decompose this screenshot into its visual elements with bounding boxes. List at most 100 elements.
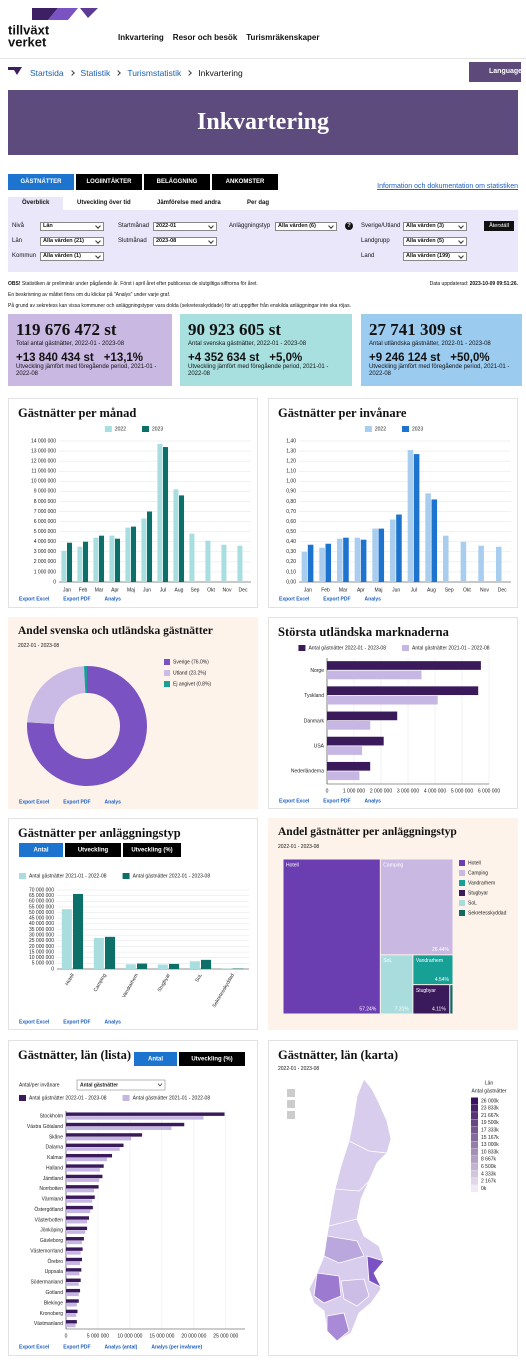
- logo-shape: [32, 8, 58, 20]
- nav-link[interactable]: Turismräkenskaper: [246, 33, 320, 42]
- crumb-link[interactable]: Statistik: [80, 68, 111, 78]
- y-tick-label: 12 000 000: [31, 458, 56, 464]
- export-link[interactable]: Analys: [365, 798, 382, 804]
- filter-select[interactable]: 2022-01: [153, 222, 217, 231]
- nav-link[interactable]: Inkvartering: [118, 33, 164, 42]
- x-tick-label: 0: [65, 1333, 68, 1339]
- pie-slice[interactable]: [83, 666, 87, 694]
- tab[interactable]: BELÄGGNING: [144, 174, 210, 190]
- pie-slice[interactable]: [26, 666, 148, 786]
- map-region[interactable]: [323, 1235, 365, 1264]
- subtab[interactable]: Utveckling över tid: [77, 200, 131, 206]
- export-link[interactable]: Export Excel: [19, 1019, 50, 1025]
- treemap-tile[interactable]: [413, 985, 450, 1014]
- map-region[interactable]: [340, 1278, 370, 1307]
- map-border: [348, 1140, 388, 1154]
- bar: [307, 544, 314, 582]
- tab[interactable]: [123, 843, 181, 857]
- export-link[interactable]: Export Excel: [19, 596, 50, 602]
- zoom-reset[interactable]: [287, 1111, 295, 1119]
- tab[interactable]: [19, 843, 63, 857]
- filter-select[interactable]: Län: [40, 222, 104, 231]
- x-tick-label: Apr: [111, 587, 119, 593]
- export-link[interactable]: Export Excel: [279, 798, 310, 804]
- help-icon[interactable]: ?: [345, 222, 353, 230]
- crumb-link[interactable]: Turismstatistik: [127, 68, 182, 78]
- export-link[interactable]: Analys: [105, 596, 122, 602]
- filter-select[interactable]: Alla värden (21): [40, 237, 104, 246]
- tab[interactable]: LOGIINTÄKTER: [76, 174, 142, 190]
- tab[interactable]: GÄSTNÄTTER: [8, 174, 74, 190]
- subtab-active[interactable]: Överblick: [8, 197, 64, 210]
- export-link[interactable]: Analys (per invånare): [151, 1343, 202, 1350]
- legend-swatch: [104, 426, 112, 432]
- language-button[interactable]: Language: [469, 62, 522, 82]
- filter-select[interactable]: 2023-08: [153, 237, 217, 246]
- bar: [325, 543, 332, 582]
- tab[interactable]: [65, 843, 121, 857]
- treemap-tile[interactable]: [450, 985, 453, 1014]
- reset-button[interactable]: Återställ: [484, 221, 514, 231]
- tab[interactable]: [134, 1052, 177, 1066]
- y-tick-label: 50 000 000: [29, 910, 54, 916]
- subtab[interactable]: Jämförelse med andra: [157, 200, 221, 206]
- export-link[interactable]: Analys: [105, 1019, 122, 1025]
- treemap-tile[interactable]: [413, 955, 453, 985]
- filter-label: Anläggningstyp: [229, 223, 271, 229]
- tile-value: 26.44%: [432, 947, 450, 953]
- home-icon[interactable]: [8, 67, 22, 75]
- control-select[interactable]: [76, 1079, 166, 1091]
- treemap-tile[interactable]: [380, 859, 453, 955]
- bar: [327, 761, 371, 771]
- tab[interactable]: [179, 1052, 245, 1066]
- y-tick-label: 0: [53, 579, 56, 585]
- treemap-tile[interactable]: [283, 859, 380, 1014]
- bar: [66, 1303, 77, 1307]
- export-link[interactable]: Analys: [365, 596, 382, 602]
- export-link[interactable]: Export PDF: [323, 596, 350, 602]
- tab[interactable]: ANKOMSTER: [212, 174, 278, 190]
- filter-select[interactable]: Alla värden (5): [403, 237, 467, 246]
- kpi-change-pct: +13,1%: [103, 352, 144, 364]
- map-region[interactable]: [326, 1312, 350, 1342]
- bar: [66, 1313, 77, 1317]
- filter-select[interactable]: Alla värden (1): [40, 252, 104, 261]
- export-link[interactable]: Export PDF: [323, 798, 350, 804]
- y-tick-label: Norge: [310, 668, 324, 674]
- info-link[interactable]: Information och dokumentation om statist…: [377, 183, 518, 190]
- y-tick-label: 4 000 000: [34, 539, 56, 545]
- filter-select[interactable]: Alla värden (3): [403, 222, 467, 231]
- y-tick-label: 0,00: [286, 579, 296, 585]
- legend-swatch: [471, 1141, 478, 1149]
- subtab[interactable]: Per dag: [247, 200, 270, 206]
- export-link[interactable]: Analys (antal): [105, 1344, 138, 1350]
- map-region[interactable]: [313, 1272, 342, 1304]
- export-link[interactable]: Export Excel: [19, 799, 50, 805]
- y-tick-label: 13 000 000: [31, 448, 56, 454]
- control-value: Antal gästnätter: [80, 1082, 118, 1088]
- legend-swatch: [364, 426, 372, 432]
- export-link[interactable]: Export PDF: [63, 799, 90, 805]
- filter-label: Län: [12, 238, 23, 244]
- export-link[interactable]: Analys: [105, 799, 122, 805]
- export-link[interactable]: Export Excel: [19, 1344, 50, 1350]
- pie-slice[interactable]: [27, 666, 86, 724]
- logo[interactable]: tillväxt verket: [8, 6, 100, 50]
- map-region[interactable]: [366, 1255, 385, 1288]
- legend-swatch: [19, 873, 26, 879]
- y-tick-label: 20 000 000: [29, 944, 54, 950]
- nav-link[interactable]: Resor och besök: [172, 33, 238, 42]
- export-link[interactable]: Export PDF: [63, 596, 90, 602]
- zoom-in[interactable]: [287, 1089, 295, 1097]
- kpi-card: 90 923 605 st Antal svenska gästnätter, 2…: [180, 314, 352, 386]
- legend-label: 10 833k: [481, 1149, 499, 1155]
- export-link[interactable]: Export Excel: [279, 596, 310, 602]
- zoom-out[interactable]: [287, 1100, 295, 1108]
- export-link[interactable]: Export PDF: [63, 1019, 90, 1025]
- bar: [360, 539, 367, 582]
- crumb-link[interactable]: Startsida: [30, 68, 64, 78]
- export-link[interactable]: Export PDF: [63, 1344, 90, 1350]
- treemap-tile[interactable]: [380, 955, 413, 1014]
- filter-select[interactable]: Alla värden (199): [403, 252, 467, 261]
- filter-select[interactable]: Alla värden (6): [275, 222, 337, 231]
